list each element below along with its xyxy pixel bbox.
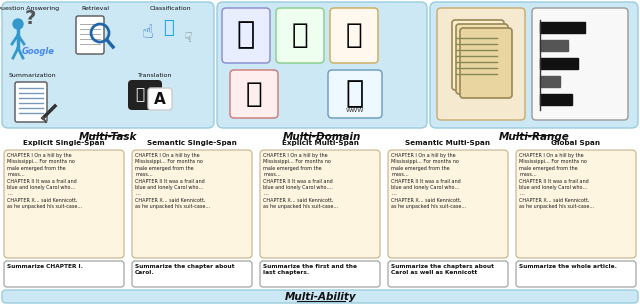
Text: Explicit Single-Span: Explicit Single-Span xyxy=(23,140,105,146)
Text: ?: ? xyxy=(24,9,36,27)
Text: Multi-Range: Multi-Range xyxy=(499,132,570,142)
Text: Semantic Single-Span: Semantic Single-Span xyxy=(147,140,237,146)
FancyBboxPatch shape xyxy=(260,150,380,258)
FancyBboxPatch shape xyxy=(437,8,525,120)
Text: Summarize the chapters about
Carol as well as Kennicott: Summarize the chapters about Carol as we… xyxy=(391,264,494,275)
Text: 🌐: 🌐 xyxy=(346,80,364,109)
Text: Summarize the chapter about
Carol.: Summarize the chapter about Carol. xyxy=(135,264,234,275)
Text: 📰: 📰 xyxy=(346,21,362,49)
Text: Summarize CHAPTER I.: Summarize CHAPTER I. xyxy=(7,264,83,269)
Text: CHAPTER I On a hill by the
Mississippi… For months no
male emerged from the
mass: CHAPTER I On a hill by the Mississippi… … xyxy=(135,153,211,209)
FancyBboxPatch shape xyxy=(388,150,508,258)
Text: CHAPTER I On a hill by the
Mississippi… For months no
male emerged from the
mass: CHAPTER I On a hill by the Mississippi… … xyxy=(263,153,339,209)
FancyBboxPatch shape xyxy=(132,261,252,287)
Text: Explicit Multi-Span: Explicit Multi-Span xyxy=(282,140,358,146)
FancyBboxPatch shape xyxy=(388,261,508,287)
FancyBboxPatch shape xyxy=(2,290,638,303)
Text: Question Answering: Question Answering xyxy=(0,6,60,11)
FancyBboxPatch shape xyxy=(276,8,324,63)
FancyBboxPatch shape xyxy=(76,16,104,54)
FancyBboxPatch shape xyxy=(516,150,636,258)
Bar xyxy=(540,58,578,69)
FancyBboxPatch shape xyxy=(260,261,380,287)
Bar xyxy=(540,94,572,105)
Bar xyxy=(540,22,585,33)
Text: 🏪: 🏪 xyxy=(292,21,308,49)
FancyBboxPatch shape xyxy=(222,8,270,63)
FancyBboxPatch shape xyxy=(2,2,214,128)
Text: Retrieval: Retrieval xyxy=(81,6,109,11)
Text: Summarize the whole article.: Summarize the whole article. xyxy=(519,264,617,269)
Text: Classification: Classification xyxy=(149,6,191,11)
FancyBboxPatch shape xyxy=(230,70,278,118)
Text: Semantic Multi-Span: Semantic Multi-Span xyxy=(405,140,491,146)
Text: WWW: WWW xyxy=(346,109,364,113)
FancyBboxPatch shape xyxy=(328,70,382,118)
Text: 📖: 📖 xyxy=(237,20,255,49)
Text: Summarization: Summarization xyxy=(8,73,56,78)
FancyBboxPatch shape xyxy=(4,261,124,287)
Text: ☟: ☟ xyxy=(184,31,192,45)
FancyBboxPatch shape xyxy=(128,80,162,110)
Text: CHAPTER I On a hill by the
Mississippi… For months no
male emerged from the
mass: CHAPTER I On a hill by the Mississippi… … xyxy=(7,153,83,209)
FancyBboxPatch shape xyxy=(532,8,628,120)
FancyBboxPatch shape xyxy=(148,88,172,110)
Text: Multi-Task: Multi-Task xyxy=(79,132,137,142)
FancyBboxPatch shape xyxy=(132,150,252,258)
Text: CHAPTER I On a hill by the
Mississippi… For months no
male emerged from the
mass: CHAPTER I On a hill by the Mississippi… … xyxy=(519,153,595,209)
Text: 🎬: 🎬 xyxy=(246,80,262,108)
Text: Google: Google xyxy=(22,48,54,56)
Text: Multi-Domain: Multi-Domain xyxy=(283,132,361,142)
FancyBboxPatch shape xyxy=(330,8,378,63)
Text: ☝: ☝ xyxy=(142,23,154,41)
Text: A: A xyxy=(154,92,166,106)
Text: Multi-Ability: Multi-Ability xyxy=(285,292,357,302)
Circle shape xyxy=(13,19,23,29)
FancyBboxPatch shape xyxy=(460,28,512,98)
FancyBboxPatch shape xyxy=(217,2,427,128)
Text: Translation: Translation xyxy=(138,73,172,78)
FancyBboxPatch shape xyxy=(15,82,47,122)
FancyBboxPatch shape xyxy=(456,24,508,94)
Bar xyxy=(540,76,560,87)
Text: CHAPTER I On a hill by the
Mississippi… For months no
male emerged from the
mass: CHAPTER I On a hill by the Mississippi… … xyxy=(391,153,467,209)
Text: Summarize the first and the
last chapters.: Summarize the first and the last chapter… xyxy=(263,264,357,275)
FancyBboxPatch shape xyxy=(516,261,636,287)
FancyBboxPatch shape xyxy=(452,20,504,90)
Text: Global Span: Global Span xyxy=(552,140,600,146)
FancyBboxPatch shape xyxy=(430,2,638,128)
Text: 🐦: 🐦 xyxy=(163,19,173,37)
Text: 文: 文 xyxy=(136,88,145,102)
Bar xyxy=(540,40,568,51)
FancyBboxPatch shape xyxy=(4,150,124,258)
